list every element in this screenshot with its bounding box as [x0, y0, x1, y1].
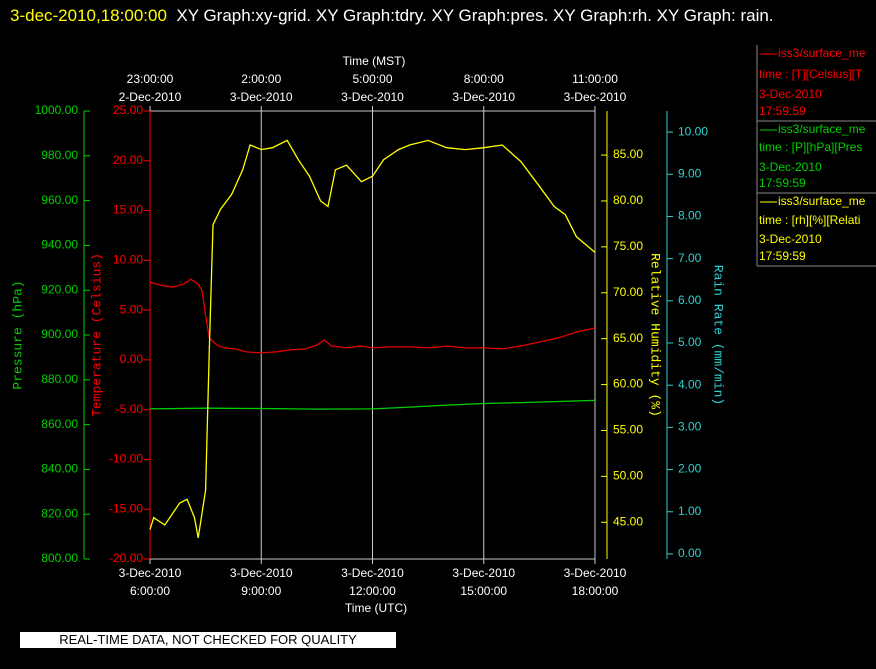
- legend-text: time : [P][hPa][Pres: [759, 140, 862, 154]
- y-axis-title: Temperature (Celsius): [89, 253, 104, 417]
- y-tick-label: 2.00: [678, 462, 702, 476]
- x2-tick-label: 8:00:00: [464, 72, 504, 86]
- y-tick-label: 10.00: [113, 253, 143, 267]
- title: 3-dec-2010,18:00:00 XY Graph:xy-grid. XY…: [10, 2, 860, 30]
- y-tick-label: 75.00: [613, 239, 643, 253]
- y-tick-label: 10.00: [678, 124, 708, 138]
- y-tick-label: 8.00: [678, 209, 702, 223]
- y-tick-label: 5.00: [120, 302, 144, 316]
- y-axis-title: Rain Rate (mm/min): [711, 265, 726, 405]
- y-tick-label: 820.00: [41, 506, 78, 520]
- y-axis-title: Pressure (hPa): [10, 280, 25, 389]
- x-tick-label: 9:00:00: [241, 584, 281, 598]
- y-tick-label: 1000.00: [35, 103, 79, 117]
- x-tick-label: 18:00:00: [572, 584, 619, 598]
- data-line: [149, 399, 596, 410]
- y-tick-label: 80.00: [613, 193, 643, 207]
- y-tick-label: 800.00: [41, 551, 78, 565]
- y-tick-label: 5.00: [678, 335, 702, 349]
- legend-text: iss3/surface_me: [778, 122, 866, 136]
- title-text: XY Graph:xy-grid. XY Graph:tdry. XY Grap…: [176, 6, 774, 25]
- y-tick-label: 6.00: [678, 293, 702, 307]
- x-tick-date: 3-Dec-2010: [230, 566, 293, 580]
- y-tick-label: 920.00: [41, 282, 78, 296]
- legend-text: 3-Dec-2010: [759, 160, 822, 174]
- legend-text: 17:59:59: [759, 104, 806, 118]
- y-tick-label: 0.00: [678, 546, 702, 560]
- y-tick-label: 45.00: [613, 514, 643, 528]
- y-tick-label: 55.00: [613, 423, 643, 437]
- y-tick-label: -10.00: [109, 452, 143, 466]
- x-tick-date: 3-Dec-2010: [119, 566, 182, 580]
- y-axis-title: Relative Humidity (%): [648, 253, 663, 417]
- y-tick-label: -5.00: [116, 402, 144, 416]
- x-tick-date: 3-Dec-2010: [452, 566, 515, 580]
- legend-text: iss3/surface_me: [778, 194, 866, 208]
- x2-tick-date: 3-Dec-2010: [341, 90, 404, 104]
- x2-axis-title: Time (MST): [343, 54, 406, 68]
- y-tick-label: 880.00: [41, 372, 78, 386]
- x-tick-date: 3-Dec-2010: [341, 566, 404, 580]
- y-tick-label: 70.00: [613, 285, 643, 299]
- y-tick-label: 1.00: [678, 504, 702, 518]
- y-tick-label: 0.00: [120, 352, 144, 366]
- x-tick-label: 12:00:00: [349, 584, 396, 598]
- legend-text: time : [T][Celsius][T: [759, 67, 863, 81]
- x2-tick-label: 5:00:00: [352, 72, 392, 86]
- x2-tick-date: 2-Dec-2010: [119, 90, 182, 104]
- legend-text: 3-Dec-2010: [759, 232, 822, 246]
- y-tick-label: -15.00: [109, 501, 143, 515]
- y-tick-label: 85.00: [613, 147, 643, 161]
- y-tick-label: 960.00: [41, 193, 78, 207]
- x-tick-date: 3-Dec-2010: [564, 566, 627, 580]
- y-tick-label: 980.00: [41, 148, 78, 162]
- x2-tick-date: 3-Dec-2010: [230, 90, 293, 104]
- data-line: [149, 278, 596, 354]
- y-tick-label: 15.00: [113, 203, 143, 217]
- y-tick-label: -20.00: [109, 551, 143, 565]
- legend-text: iss3/surface_me: [778, 46, 866, 60]
- y-tick-label: 840.00: [41, 462, 78, 476]
- y-tick-label: 25.00: [113, 103, 143, 117]
- data-line: [149, 139, 596, 539]
- legend-text: 17:59:59: [759, 249, 806, 263]
- y-tick-label: 50.00: [613, 469, 643, 483]
- x2-tick-label: 2:00:00: [241, 72, 281, 86]
- title-date: 3-dec-2010,18:00:00: [10, 6, 167, 25]
- y-tick-label: 65.00: [613, 331, 643, 345]
- y-tick-label: 940.00: [41, 238, 78, 252]
- x-axis-title: Time (UTC): [345, 601, 407, 615]
- legend-text: time : [rh][%][Relati: [759, 213, 860, 227]
- legend-text: 3-Dec-2010: [759, 87, 822, 101]
- x2-tick-date: 3-Dec-2010: [452, 90, 515, 104]
- y-tick-label: 60.00: [613, 377, 643, 391]
- y-tick-label: 7.00: [678, 251, 702, 265]
- legend-text: 17:59:59: [759, 176, 806, 190]
- x2-tick-label: 23:00:00: [127, 72, 174, 86]
- y-tick-label: 20.00: [113, 153, 143, 167]
- y-tick-label: 900.00: [41, 327, 78, 341]
- x-tick-label: 15:00:00: [460, 584, 507, 598]
- y-tick-label: 3.00: [678, 420, 702, 434]
- y-tick-label: 4.00: [678, 377, 702, 391]
- x2-tick-date: 3-Dec-2010: [564, 90, 627, 104]
- y-tick-label: 860.00: [41, 417, 78, 431]
- x2-tick-label: 11:00:00: [572, 72, 618, 86]
- y-tick-label: 9.00: [678, 166, 702, 180]
- footer: REAL-TIME DATA, NOT CHECKED FOR QUALITY: [20, 632, 396, 648]
- x-tick-label: 6:00:00: [130, 584, 170, 598]
